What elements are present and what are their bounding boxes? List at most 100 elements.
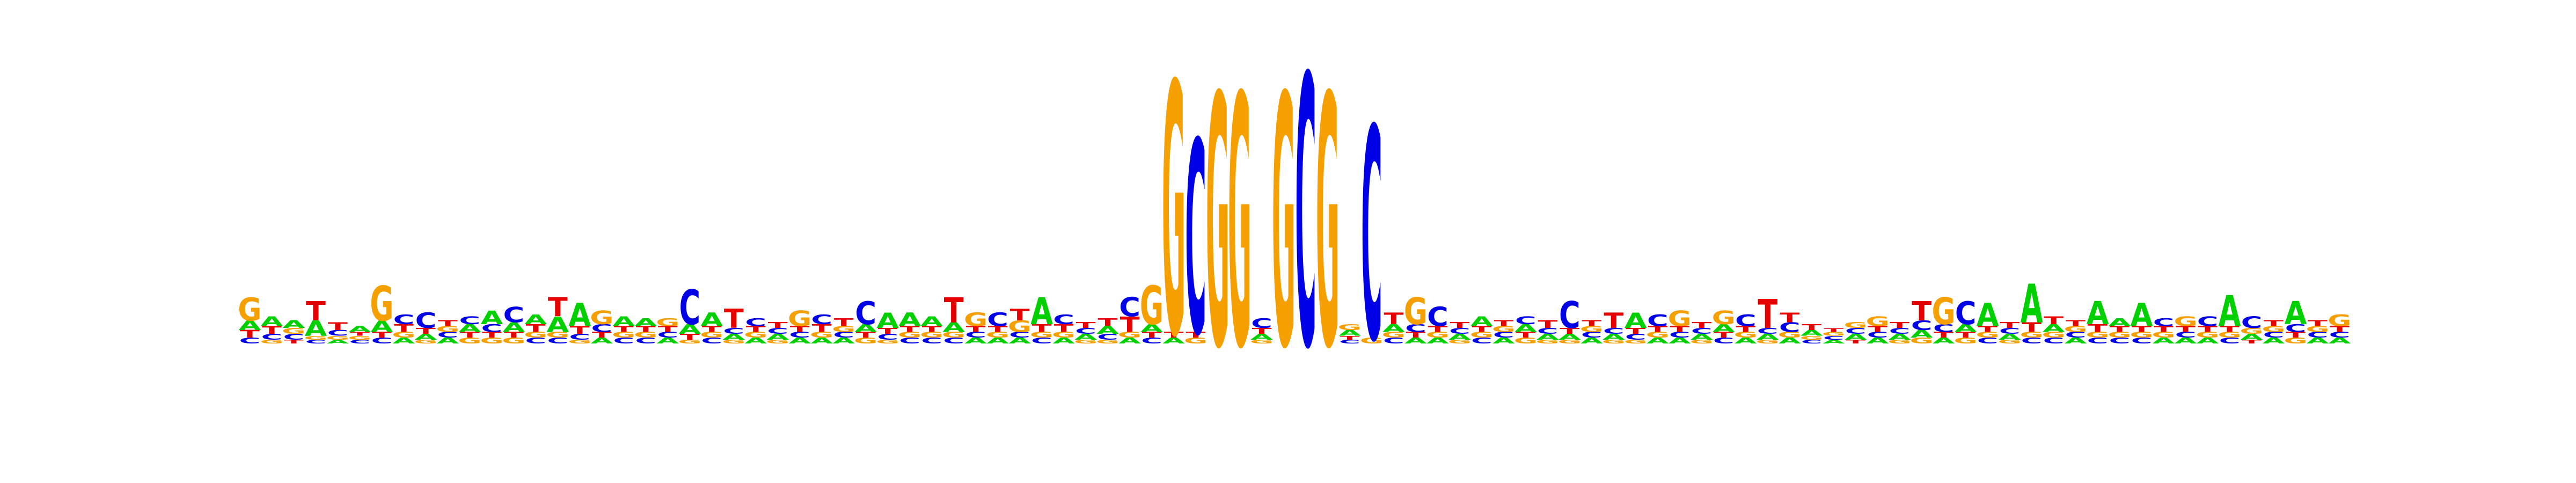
logo-letter-g: G: [1953, 336, 1977, 346]
logo-letter-t: T: [636, 325, 656, 334]
logo-letter-a: A: [2021, 273, 2043, 335]
logo-letter-c: C: [2175, 331, 2197, 340]
logo-letter-g: G: [2085, 331, 2109, 340]
logo-letter-a: A: [305, 317, 327, 341]
logo-letter-a: A: [1889, 332, 1911, 341]
logo-letter-a: A: [1757, 332, 1779, 341]
logo-letter-c: C: [1691, 327, 1713, 336]
logo-letter-a: A: [1646, 336, 1669, 346]
logo-letter-a: A: [458, 322, 481, 334]
logo-letter-c: C: [855, 295, 876, 332]
logo-letter-t: T: [1626, 327, 1645, 336]
logo-letter-c: C: [1735, 312, 1757, 330]
logo-letter-t: T: [1912, 296, 1932, 327]
logo-letter-a: A: [744, 336, 767, 346]
logo-letter-t: T: [1582, 319, 1601, 328]
logo-letter-g: G: [1052, 331, 1075, 340]
logo-letter-a: A: [2131, 297, 2153, 334]
logo-letter-g: G: [1624, 339, 1648, 345]
logo-letter-t: T: [1934, 331, 1953, 340]
logo-letter-g: G: [1646, 331, 1670, 340]
logo-letter-a: A: [1558, 332, 1581, 341]
logo-letter-g: G: [436, 325, 459, 334]
logo-letter-c: C: [1779, 320, 1801, 335]
logo-letter-g: G: [1206, 25, 1230, 425]
logo-letter-c: C: [305, 339, 327, 345]
logo-letter-c: C: [283, 332, 305, 341]
logo-letter-t: T: [2308, 319, 2328, 328]
logo-letter-t: T: [372, 331, 392, 340]
logo-letter-a: A: [1470, 314, 1493, 330]
logo-letter-c: C: [1251, 316, 1272, 331]
logo-letter-t: T: [1978, 325, 1997, 334]
logo-letter-c: C: [1493, 331, 1514, 340]
logo-letter-c: C: [1361, 67, 1382, 406]
logo-letter-c: C: [1559, 294, 1580, 337]
logo-letter-c: C: [1625, 332, 1646, 341]
logo-letter-g: G: [2240, 327, 2263, 336]
logo-letter-a: A: [590, 336, 613, 346]
logo-letter-a: A: [1668, 336, 1691, 346]
logo-letter-t: T: [1406, 331, 1426, 340]
logo-letter-c: C: [1119, 292, 1140, 323]
logo-letter-c: C: [2153, 316, 2175, 328]
logo-letter-g: G: [502, 336, 525, 346]
logo-letter-a: A: [1801, 328, 1823, 338]
logo-letter-a: A: [1074, 332, 1097, 341]
logo-letter-c: C: [723, 327, 744, 336]
logo-letter-c: C: [591, 322, 612, 334]
logo-letter-t: T: [1428, 325, 1447, 334]
logo-letter-a: A: [502, 320, 525, 335]
logo-letter-a: A: [2219, 287, 2241, 336]
logo-letter-t: T: [482, 331, 502, 340]
logo-letter-t: T: [284, 339, 304, 345]
logo-letter-a: A: [1162, 336, 1185, 346]
logo-letter-c: C: [1911, 318, 1933, 333]
logo-letter-c: C: [1449, 327, 1470, 336]
logo-letter-c: C: [701, 336, 722, 346]
logo-letter-c: C: [657, 331, 678, 340]
logo-letter-c: C: [1515, 314, 1536, 327]
logo-letter-a: A: [1911, 328, 1934, 340]
logo-letter-c: C: [1537, 327, 1558, 336]
logo-letter-c: C: [679, 281, 700, 336]
logo-letter-t: T: [2044, 314, 2063, 327]
logo-letter-t: T: [1032, 322, 1052, 334]
logo-letter-g: G: [546, 331, 569, 340]
logo-letter-c: C: [2043, 336, 2065, 346]
logo-letter-c: C: [613, 336, 634, 346]
logo-letter-t: T: [416, 327, 436, 336]
logo-letter-t: T: [1780, 310, 1799, 326]
logo-letter-t: T: [1516, 331, 1535, 340]
logo-letter-c: C: [2021, 336, 2043, 346]
logo-letter-a: A: [1690, 332, 1713, 341]
logo-letter-g: G: [2129, 331, 2153, 340]
logo-letter-c: C: [1999, 327, 2021, 336]
logo-letter-c: C: [1801, 339, 1823, 345]
logo-letter-g: G: [326, 335, 349, 341]
logo-letter-c: C: [635, 336, 656, 346]
logo-letter-a: A: [1008, 336, 1031, 346]
logo-letter-g: G: [1536, 339, 1560, 345]
logo-letter-g: G: [1184, 336, 1208, 346]
logo-letter-a: A: [1624, 309, 1647, 333]
logo-letter-a: A: [1096, 324, 1119, 336]
logo-letter-a: A: [1140, 322, 1163, 334]
logo-letter-t: T: [1010, 306, 1030, 324]
logo-letter-g: G: [2328, 312, 2351, 330]
logo-letter-t: T: [922, 325, 942, 334]
logo-letter-g: G: [2107, 331, 2131, 340]
logo-letter-t: T: [834, 316, 854, 328]
logo-letter-a: A: [546, 313, 569, 338]
logo-letter-g: G: [854, 336, 877, 346]
logo-letter-c: C: [1405, 322, 1426, 334]
logo-letter-a: A: [1735, 336, 1757, 346]
logo-letter-c: C: [1603, 327, 1624, 336]
logo-letter-a: A: [1030, 289, 1053, 333]
logo-letter-a: A: [964, 336, 987, 346]
logo-letter-c: C: [525, 336, 547, 346]
logo-letter-g: G: [766, 339, 789, 345]
logo-letter-c: C: [1471, 336, 1492, 346]
logo-letter-a: A: [327, 339, 349, 345]
logo-letter-g: G: [1580, 325, 1604, 334]
